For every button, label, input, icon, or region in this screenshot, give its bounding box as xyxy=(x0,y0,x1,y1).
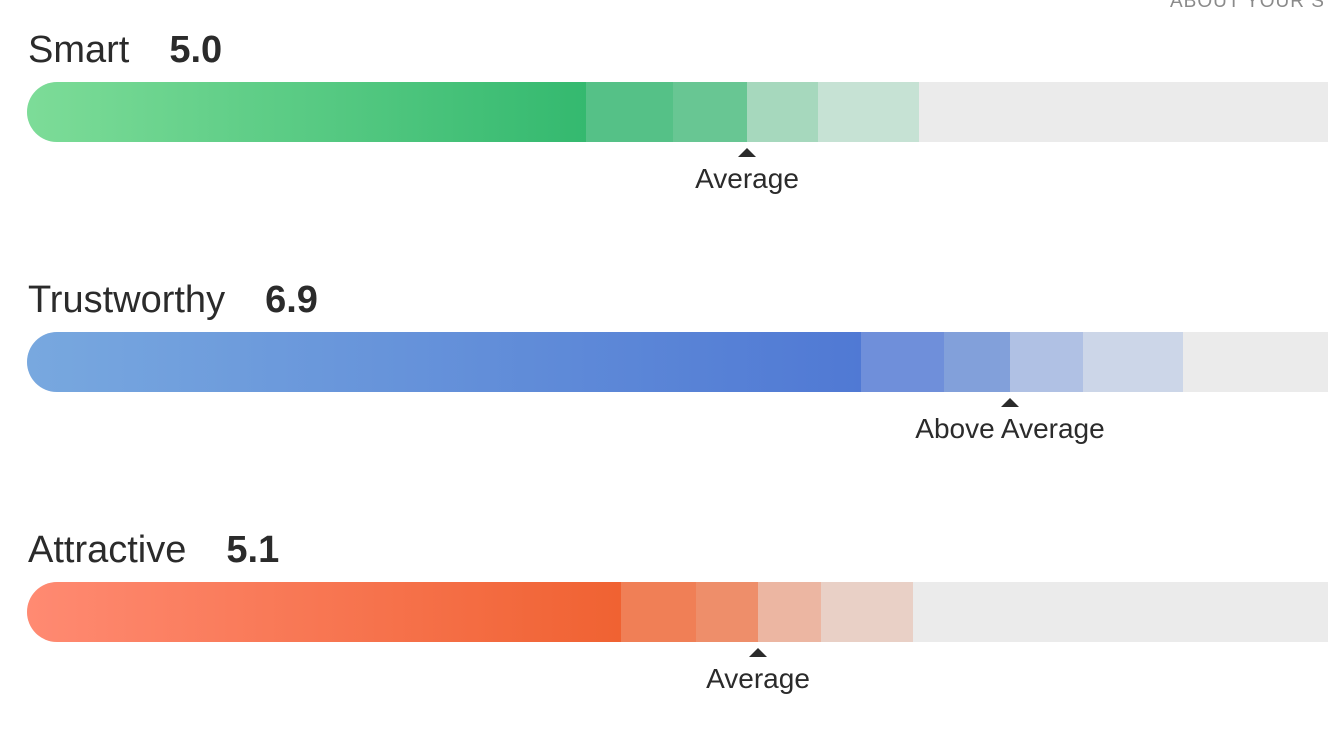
page: ABOUT YOUR S Smart 5.0 Average Trustworth… xyxy=(0,0,1328,694)
bar-band xyxy=(1010,332,1083,392)
metric: Smart 5.0 Average xyxy=(0,0,1328,250)
metric-title: Smart 5.0 xyxy=(28,28,222,72)
bar-fill xyxy=(27,332,861,392)
rating-marker xyxy=(749,648,767,657)
metric-score: 5.0 xyxy=(169,29,223,71)
metric-score: 5.1 xyxy=(226,529,280,571)
bar-band xyxy=(944,332,1010,392)
metric: Attractive 5.1 Average xyxy=(0,500,1328,750)
metric-title: Attractive 5.1 xyxy=(28,528,279,572)
bar-band xyxy=(673,82,747,142)
bar-band xyxy=(861,332,944,392)
bar-fill xyxy=(27,82,586,142)
bar-band xyxy=(821,582,913,642)
rating-marker xyxy=(738,148,756,157)
metric-name: Smart xyxy=(28,29,130,71)
score-bar xyxy=(27,82,1328,142)
rating-label: Above Average xyxy=(915,413,1105,444)
metric-name: Attractive xyxy=(28,529,187,571)
score-bar xyxy=(27,332,1328,392)
bar-band xyxy=(1083,332,1183,392)
bar-band xyxy=(586,82,673,142)
metric-name: Trustworthy xyxy=(28,279,226,321)
bar-band xyxy=(758,582,821,642)
rating-label: Average xyxy=(695,163,799,194)
section-header: ABOUT YOUR S xyxy=(1170,0,1325,12)
bar-band xyxy=(621,582,696,642)
rating-marker xyxy=(1001,398,1019,407)
rating-label: Average xyxy=(706,663,810,694)
metric-title: Trustworthy 6.9 xyxy=(28,278,318,322)
bar-band xyxy=(818,82,919,142)
bar-band xyxy=(696,582,758,642)
metric: Trustworthy 6.9 Above Average xyxy=(0,250,1328,500)
bar-fill xyxy=(27,582,621,642)
score-bar xyxy=(27,582,1328,642)
bar-band xyxy=(747,82,818,142)
metric-score: 6.9 xyxy=(265,279,318,321)
